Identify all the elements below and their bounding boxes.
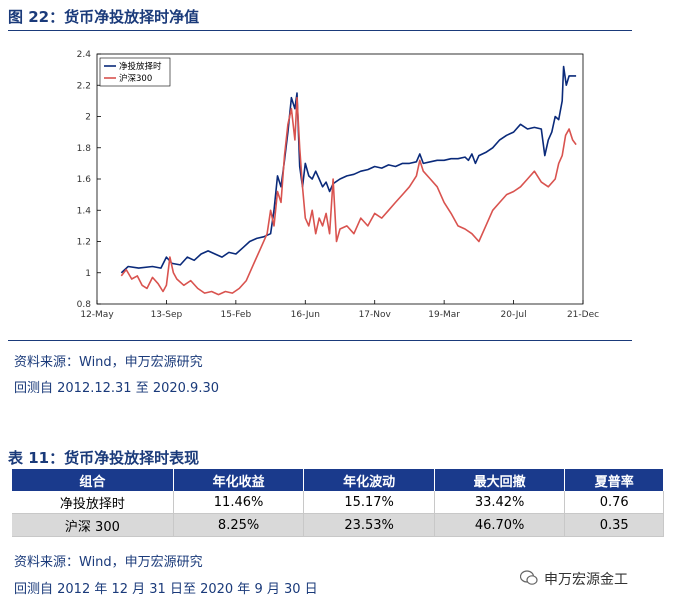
y-tick-label: 2.2 (77, 81, 91, 91)
y-tick-label: 0.8 (77, 300, 92, 310)
header-annual-return: 年化收益 (173, 469, 305, 491)
series-line-1 (120, 96, 577, 296)
y-tick-label: 1 (85, 269, 91, 279)
cell-portfolio: 净投放择时 (12, 491, 174, 514)
x-tick-label: 21-Dec (567, 310, 599, 320)
header-max-drawdown: 最大回撤 (434, 469, 566, 491)
cell-annual-return: 11.46% (173, 491, 305, 514)
y-tick-label: 2.4 (77, 50, 92, 60)
wechat-icon (520, 570, 538, 585)
table-title: 表 11：货币净投放择时表现 (8, 449, 200, 467)
cell-annual-return: 8.25% (173, 513, 305, 537)
chart-bottom-rule (8, 340, 632, 341)
x-tick-label: 13-Sep (151, 310, 183, 320)
cell-max-drawdown: 33.42% (434, 491, 566, 514)
cell-annual-volatility: 15.17% (303, 491, 435, 514)
header-annual-volatility: 年化波动 (303, 469, 435, 491)
x-tick-label: 15-Feb (221, 310, 252, 320)
legend-box (99, 57, 171, 87)
y-tick-label: 2 (85, 113, 91, 123)
x-tick-label: 17-Nov (359, 310, 392, 320)
table-backtest-period-line: 回测自 2012 年 12 月 31 日至 2020 年 9 月 30 日 (14, 582, 318, 597)
legend-label: 净投放择时 (119, 61, 162, 72)
table-source-line: 资料来源：Wind，申万宏源研究 (14, 555, 203, 570)
x-tick-label: 20-Jul (501, 310, 527, 320)
cell-max-drawdown: 46.70% (434, 513, 566, 537)
header-sharpe: 夏普率 (564, 469, 664, 491)
y-tick-label: 1.6 (77, 175, 92, 185)
table-row: 净投放择时 11.46% 15.17% 33.42% 0.76 (12, 491, 664, 514)
y-tick-label: 1.4 (77, 206, 92, 216)
cell-sharpe: 0.76 (564, 491, 664, 514)
cell-sharpe: 0.35 (564, 513, 664, 537)
cell-annual-volatility: 23.53% (303, 513, 435, 537)
header-portfolio: 组合 (12, 469, 174, 491)
watermark-text: 申万宏源金工 (544, 572, 628, 588)
y-tick-label: 1.2 (77, 238, 91, 248)
x-tick-label: 16-Jun (291, 310, 320, 320)
figure-title: 图 22：货币净投放择时净值 (8, 8, 200, 26)
title-underline (8, 30, 632, 31)
x-tick-label: 12-May (80, 310, 114, 320)
source-line: 资料来源：Wind，申万宏源研究 (14, 355, 203, 370)
y-tick-label: 1.8 (77, 144, 92, 154)
line-chart: 0.8 1 1.2 1.4 1.6 1.8 2 2.2 2.4 12-May 13-Sep 15-Fe… (77, 50, 599, 320)
table-row: 沪深 300 8.25% 23.53% 46.70% 0.35 (12, 513, 664, 537)
x-tick-label: 19-Mar (428, 310, 460, 320)
legend-label: 沪深300 (119, 73, 152, 84)
table-header-row: 组合 年化收益 年化波动 最大回撤 夏普率 (12, 469, 664, 491)
cell-portfolio: 沪深 300 (12, 513, 174, 537)
series-line-0 (120, 65, 577, 274)
backtest-period-line: 回测自 2012.12.31 至 2020.9.30 (14, 381, 219, 396)
performance-table: 组合 年化收益 年化波动 最大回撤 夏普率 净投放择时 11.46% 15.17… (12, 469, 664, 537)
